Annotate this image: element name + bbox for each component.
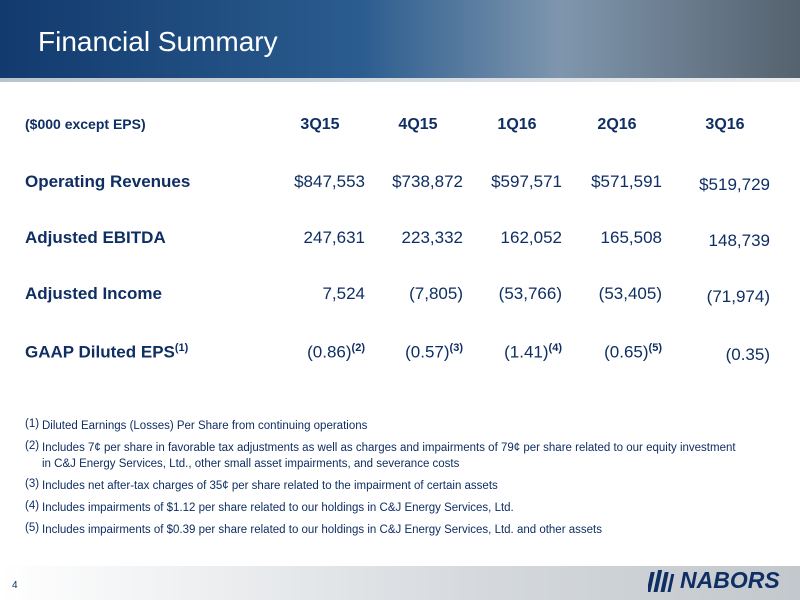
row-note: (1)	[174, 342, 189, 354]
column-header: 3Q15	[300, 116, 340, 133]
cell-value: 7,524	[322, 284, 365, 303]
cell-value: $738,872	[392, 172, 463, 191]
row-label: Adjusted Income	[25, 284, 162, 304]
cell: (0.35)	[660, 345, 770, 365]
cell-note: (3)	[449, 342, 463, 354]
cell-value: 223,332	[401, 228, 463, 247]
cell-value: $571,591	[591, 172, 662, 191]
header-rule	[0, 78, 800, 82]
cell-value: $519,729	[699, 175, 770, 194]
cell: $847,553	[255, 172, 365, 192]
row-label-text: Operating Revenues	[25, 172, 191, 191]
cell: (0.65)(5)	[552, 342, 662, 363]
logo-text: NABORS	[680, 567, 780, 593]
cell: 148,739	[660, 231, 770, 251]
row-label-text: Adjusted Income	[25, 284, 162, 303]
cell-note: (2)	[351, 342, 365, 354]
column-header: 2Q16	[597, 116, 637, 133]
cell: (71,974)	[660, 287, 770, 307]
header-bar	[0, 0, 800, 78]
cell: 247,631	[255, 228, 365, 248]
footnote-text: Includes impairments of $1.12 per share …	[42, 502, 514, 514]
row-label: GAAP Diluted EPS(1)	[25, 342, 188, 363]
cell-value: (0.57)	[405, 342, 450, 362]
cell-value: 165,508	[600, 228, 662, 247]
row-label-text: Adjusted EBITDA	[25, 228, 166, 247]
cell-note: (5)	[648, 342, 662, 354]
cell-value: (7,805)	[409, 284, 463, 303]
footnote-text: Includes net after-tax charges of 35¢ pe…	[42, 480, 498, 492]
cell-value: 162,052	[500, 228, 562, 247]
footnote-text: Includes impairments of $0.39 per share …	[42, 524, 602, 536]
cell: (53,405)	[552, 284, 662, 304]
cell: 165,508	[552, 228, 662, 248]
cell: $738,872	[353, 172, 463, 192]
cell-value: (0.86)	[307, 342, 352, 362]
column-header: 3Q16	[705, 116, 745, 133]
footnote-marker: (4)	[25, 500, 40, 512]
cell-value: (53,766)	[498, 284, 562, 303]
footer-bar	[0, 566, 800, 600]
cell: $519,729	[660, 175, 770, 195]
footnote-text: Diluted Earnings (Losses) Per Share from…	[42, 420, 368, 432]
row-label: Operating Revenues	[25, 172, 190, 192]
footnote-marker: (1)	[25, 418, 40, 430]
cell: 223,332	[353, 228, 463, 248]
column-header: 1Q16	[497, 116, 537, 133]
cell: (0.57)(3)	[353, 342, 463, 363]
cell-value: $597,571	[491, 172, 562, 191]
cell: (53,766)	[452, 284, 562, 304]
cell-value: 148,739	[708, 231, 770, 250]
cell: (7,805)	[353, 284, 463, 304]
cell-value: $847,553	[294, 172, 365, 191]
cell-value: 247,631	[303, 228, 365, 247]
row-label: Adjusted EBITDA	[25, 228, 166, 248]
cell-value: (71,974)	[706, 287, 770, 306]
logo-mark	[648, 570, 675, 592]
footnote-marker: (3)	[25, 478, 40, 490]
footnote-marker: (5)	[25, 522, 40, 534]
cell: 162,052	[452, 228, 562, 248]
cell: $597,571	[452, 172, 562, 192]
cell-value: (0.35)	[725, 345, 770, 364]
unit-label: ($000 except EPS)	[25, 116, 146, 132]
cell-value: (0.65)	[604, 342, 649, 362]
cell-note: (4)	[548, 342, 562, 354]
cell-value: (53,405)	[598, 284, 662, 303]
cell-value: (1.41)	[504, 342, 549, 362]
cell: (0.86)(2)	[255, 342, 365, 363]
footnote-text: Includes 7¢ per share in favorable tax a…	[42, 442, 736, 470]
row-label-text: GAAP Diluted EPS	[25, 342, 175, 362]
page-number: 4	[12, 580, 18, 591]
cell: 7,524	[255, 284, 365, 304]
slide-title: Financial Summary	[38, 26, 278, 57]
cell: (1.41)(4)	[452, 342, 562, 363]
column-header: 4Q15	[398, 116, 438, 133]
cell: $571,591	[552, 172, 662, 192]
footnote-marker: (2)	[25, 440, 40, 452]
